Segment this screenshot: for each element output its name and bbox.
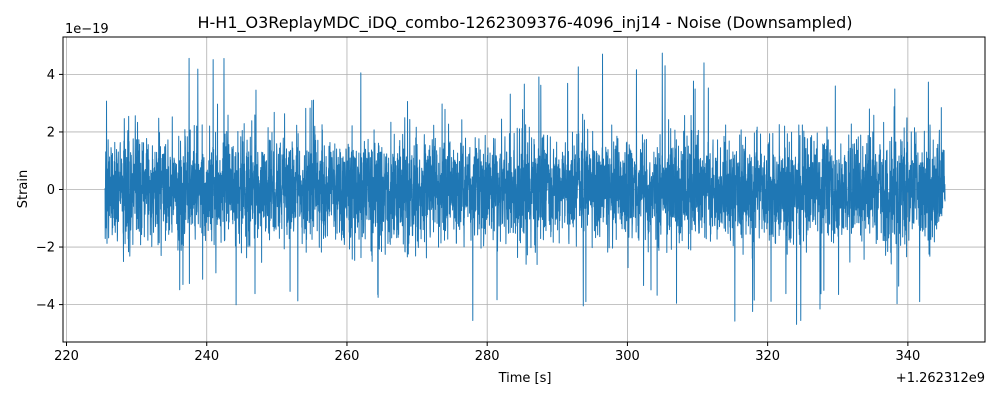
x-axis-label: Time [s] xyxy=(498,371,552,386)
x-tick-label: 220 xyxy=(54,349,79,364)
x-axis-ticks: 220 240 260 280 300 320 340 xyxy=(54,342,920,364)
strain-trace xyxy=(104,52,946,325)
y-scale-label: 1e−19 xyxy=(65,22,109,37)
y-axis-label: Strain xyxy=(16,170,31,209)
y-tick-label: 2 xyxy=(47,125,55,140)
series-line xyxy=(104,52,946,325)
x-tick-label: 320 xyxy=(755,349,780,364)
chart-title: H-H1_O3ReplayMDC_iDQ_combo-1262309376-40… xyxy=(198,13,853,33)
y-tick-label: −2 xyxy=(36,241,55,256)
x-tick-label: 260 xyxy=(335,349,360,364)
y-tick-label: 0 xyxy=(47,183,55,198)
x-offset-label: +1.262312e9 xyxy=(896,371,985,386)
x-tick-label: 280 xyxy=(475,349,500,364)
x-tick-label: 240 xyxy=(194,349,219,364)
y-tick-label: 4 xyxy=(47,68,55,83)
y-tick-label: −4 xyxy=(36,298,55,313)
x-tick-label: 340 xyxy=(895,349,920,364)
y-axis-ticks: −4 −2 0 2 4 xyxy=(36,68,63,313)
x-tick-label: 300 xyxy=(615,349,640,364)
